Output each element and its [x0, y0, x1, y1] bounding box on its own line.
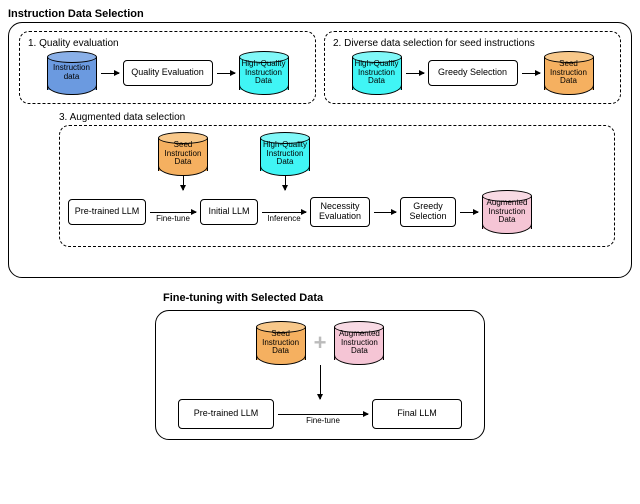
seed-data-db: Seed Instruction Data: [256, 321, 306, 365]
plus-icon: +: [310, 330, 331, 356]
s3-flow-row: Pre-trained LLM Fine-tune Initial LLM In…: [68, 190, 606, 234]
arrow-icon: [101, 73, 119, 74]
seed-data-db: Seed Instruction Data: [158, 132, 208, 176]
down-arrow-icon: [320, 365, 321, 399]
top-title: Instruction Data Selection: [8, 8, 632, 20]
pretrained-llm-box: Pre-trained LLM: [68, 199, 146, 225]
instruction-data-db: Instruction data: [47, 51, 97, 95]
db-label: Seed Instruction Data: [158, 141, 208, 167]
arrow-icon: Inference: [262, 212, 306, 213]
greedy-selection-box: Greedy Selection: [428, 60, 518, 86]
arrow-icon: Fine-tune: [150, 212, 196, 213]
db-label: Seed Instruction Data: [256, 330, 306, 356]
db-label: High-Quality Instruction Data: [239, 60, 289, 86]
db-label: High-Quality Instruction Data: [260, 141, 310, 167]
fine-tuning-panel: Seed Instruction Data + Augmented Instru…: [155, 310, 485, 440]
inference-label: Inference: [267, 214, 300, 223]
diverse-selection-panel: 2. Diverse data selection for seed instr…: [324, 31, 621, 104]
db-label: Instruction data: [47, 64, 97, 82]
arrow-icon: [374, 212, 396, 213]
hq-data-db: High-Quality Instruction Data: [352, 51, 402, 95]
instruction-data-selection-panel: 1. Quality evaluation Instruction data Q…: [8, 22, 632, 278]
arrow-icon: Fine-tune: [278, 414, 368, 415]
db-label: High-Quality Instruction Data: [352, 60, 402, 86]
bottom-title: Fine-tuning with Selected Data: [163, 292, 632, 304]
arrow-icon: [522, 73, 540, 74]
s2-title: 2. Diverse data selection for seed instr…: [333, 38, 612, 49]
final-llm-box: Final LLM: [372, 399, 462, 429]
quality-eval-panel: 1. Quality evaluation Instruction data Q…: [19, 31, 316, 104]
greedy-selection-box: Greedy Selection: [400, 197, 456, 227]
down-arrow-icon: [183, 176, 184, 190]
db-label: Augmented Instruction Data: [482, 199, 532, 225]
down-arrow-icon: [285, 176, 286, 190]
arrow-icon: [406, 73, 424, 74]
ft-flow-row: Pre-trained LLM Fine-tune Final LLM: [166, 399, 474, 429]
s3-title: 3. Augmented data selection: [59, 112, 621, 123]
quality-eval-box: Quality Evaluation: [123, 60, 213, 86]
hq-data-db: High-Quality Instruction Data: [239, 51, 289, 95]
data-combo-row: Seed Instruction Data + Augmented Instru…: [166, 321, 474, 365]
db-label: Augmented Instruction Data: [334, 330, 384, 356]
initial-llm-box: Initial LLM: [200, 199, 258, 225]
finetune-label: Fine-tune: [156, 214, 190, 223]
augmented-data-db: Augmented Instruction Data: [334, 321, 384, 365]
necessity-box: Necessity Evaluation: [310, 197, 370, 227]
finetune-label: Fine-tune: [306, 416, 340, 425]
pretrained-llm-box: Pre-trained LLM: [178, 399, 274, 429]
augmented-selection-panel: Seed Instruction Data High-Quality Instr…: [59, 125, 615, 247]
seed-data-db: Seed Instruction Data: [544, 51, 594, 95]
arrow-icon: [217, 73, 235, 74]
arrow-icon: [460, 212, 478, 213]
db-label: Seed Instruction Data: [544, 60, 594, 86]
s1-title: 1. Quality evaluation: [28, 38, 307, 49]
hq-data-db: High-Quality Instruction Data: [260, 132, 310, 176]
augmented-data-db: Augmented Instruction Data: [482, 190, 532, 234]
